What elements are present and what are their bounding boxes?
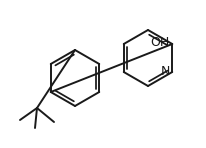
Text: N: N	[160, 65, 169, 78]
Text: OH: OH	[149, 36, 169, 49]
